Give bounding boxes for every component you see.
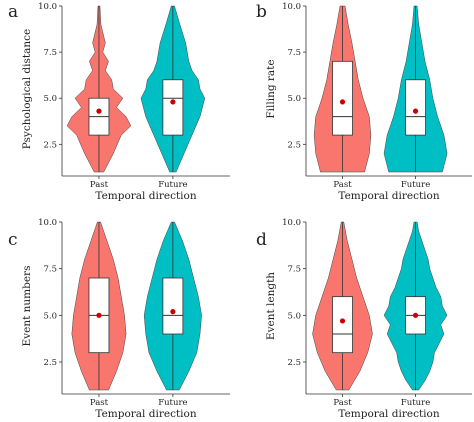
mean-point: [170, 99, 176, 105]
iqr-box: [162, 277, 184, 335]
y-tick-label: 2.5: [43, 358, 57, 368]
panel-letter: d: [256, 230, 267, 250]
y-axis-label: Filling rate: [265, 59, 277, 118]
x-tick-label: Future: [158, 398, 187, 408]
mean-point: [339, 318, 346, 324]
x-axis-label: Temporal direction: [95, 190, 196, 202]
x-axis-label: Temporal direction: [95, 408, 196, 420]
y-tick-label: 7.5: [43, 48, 57, 58]
y-tick-label: 7.5: [287, 48, 301, 58]
mean-point: [170, 309, 176, 315]
x-tick-label: Past: [90, 398, 109, 408]
y-tick-label: 2.5: [43, 140, 57, 150]
panel-letter: a: [8, 2, 18, 22]
y-tick-label: 10.0: [282, 2, 301, 12]
mean-point: [96, 108, 102, 114]
mean-point: [339, 99, 346, 105]
y-tick-label: 5.0: [43, 94, 57, 104]
y-tick-label: 7.5: [287, 265, 301, 275]
y-tick-label: 10.0: [282, 218, 301, 228]
y-tick-label: 2.5: [287, 358, 301, 368]
x-tick-label: Past: [333, 180, 352, 190]
panel-letter: b: [256, 2, 267, 22]
y-tick-label: 5.0: [287, 311, 301, 321]
y-axis-label: Event numbers: [21, 266, 33, 347]
y-tick-label: 10.0: [38, 218, 57, 228]
y-axis-label: Event length: [265, 272, 277, 340]
y-tick-label: 2.5: [287, 140, 301, 150]
x-axis-label: Temporal direction: [338, 190, 439, 202]
mean-point: [412, 312, 419, 318]
x-axis-label: Temporal direction: [338, 408, 439, 420]
iqr-box: [162, 79, 184, 136]
x-tick-label: Past: [90, 180, 109, 190]
iqr-box: [332, 60, 353, 136]
y-tick-label: 5.0: [43, 311, 57, 321]
y-tick-label: 7.5: [43, 265, 57, 275]
y-tick-label: 10.0: [38, 2, 57, 12]
panel-letter: c: [8, 230, 18, 250]
x-tick-label: Future: [401, 398, 430, 408]
y-tick-label: 5.0: [287, 94, 301, 104]
mean-point: [412, 108, 419, 114]
x-tick-label: Future: [158, 180, 187, 190]
x-tick-label: Past: [333, 398, 352, 408]
iqr-box: [332, 296, 353, 354]
x-tick-label: Future: [401, 180, 430, 190]
mean-point: [96, 312, 102, 318]
iqr-box: [405, 79, 426, 136]
y-axis-label: Psychological distance: [21, 29, 33, 149]
